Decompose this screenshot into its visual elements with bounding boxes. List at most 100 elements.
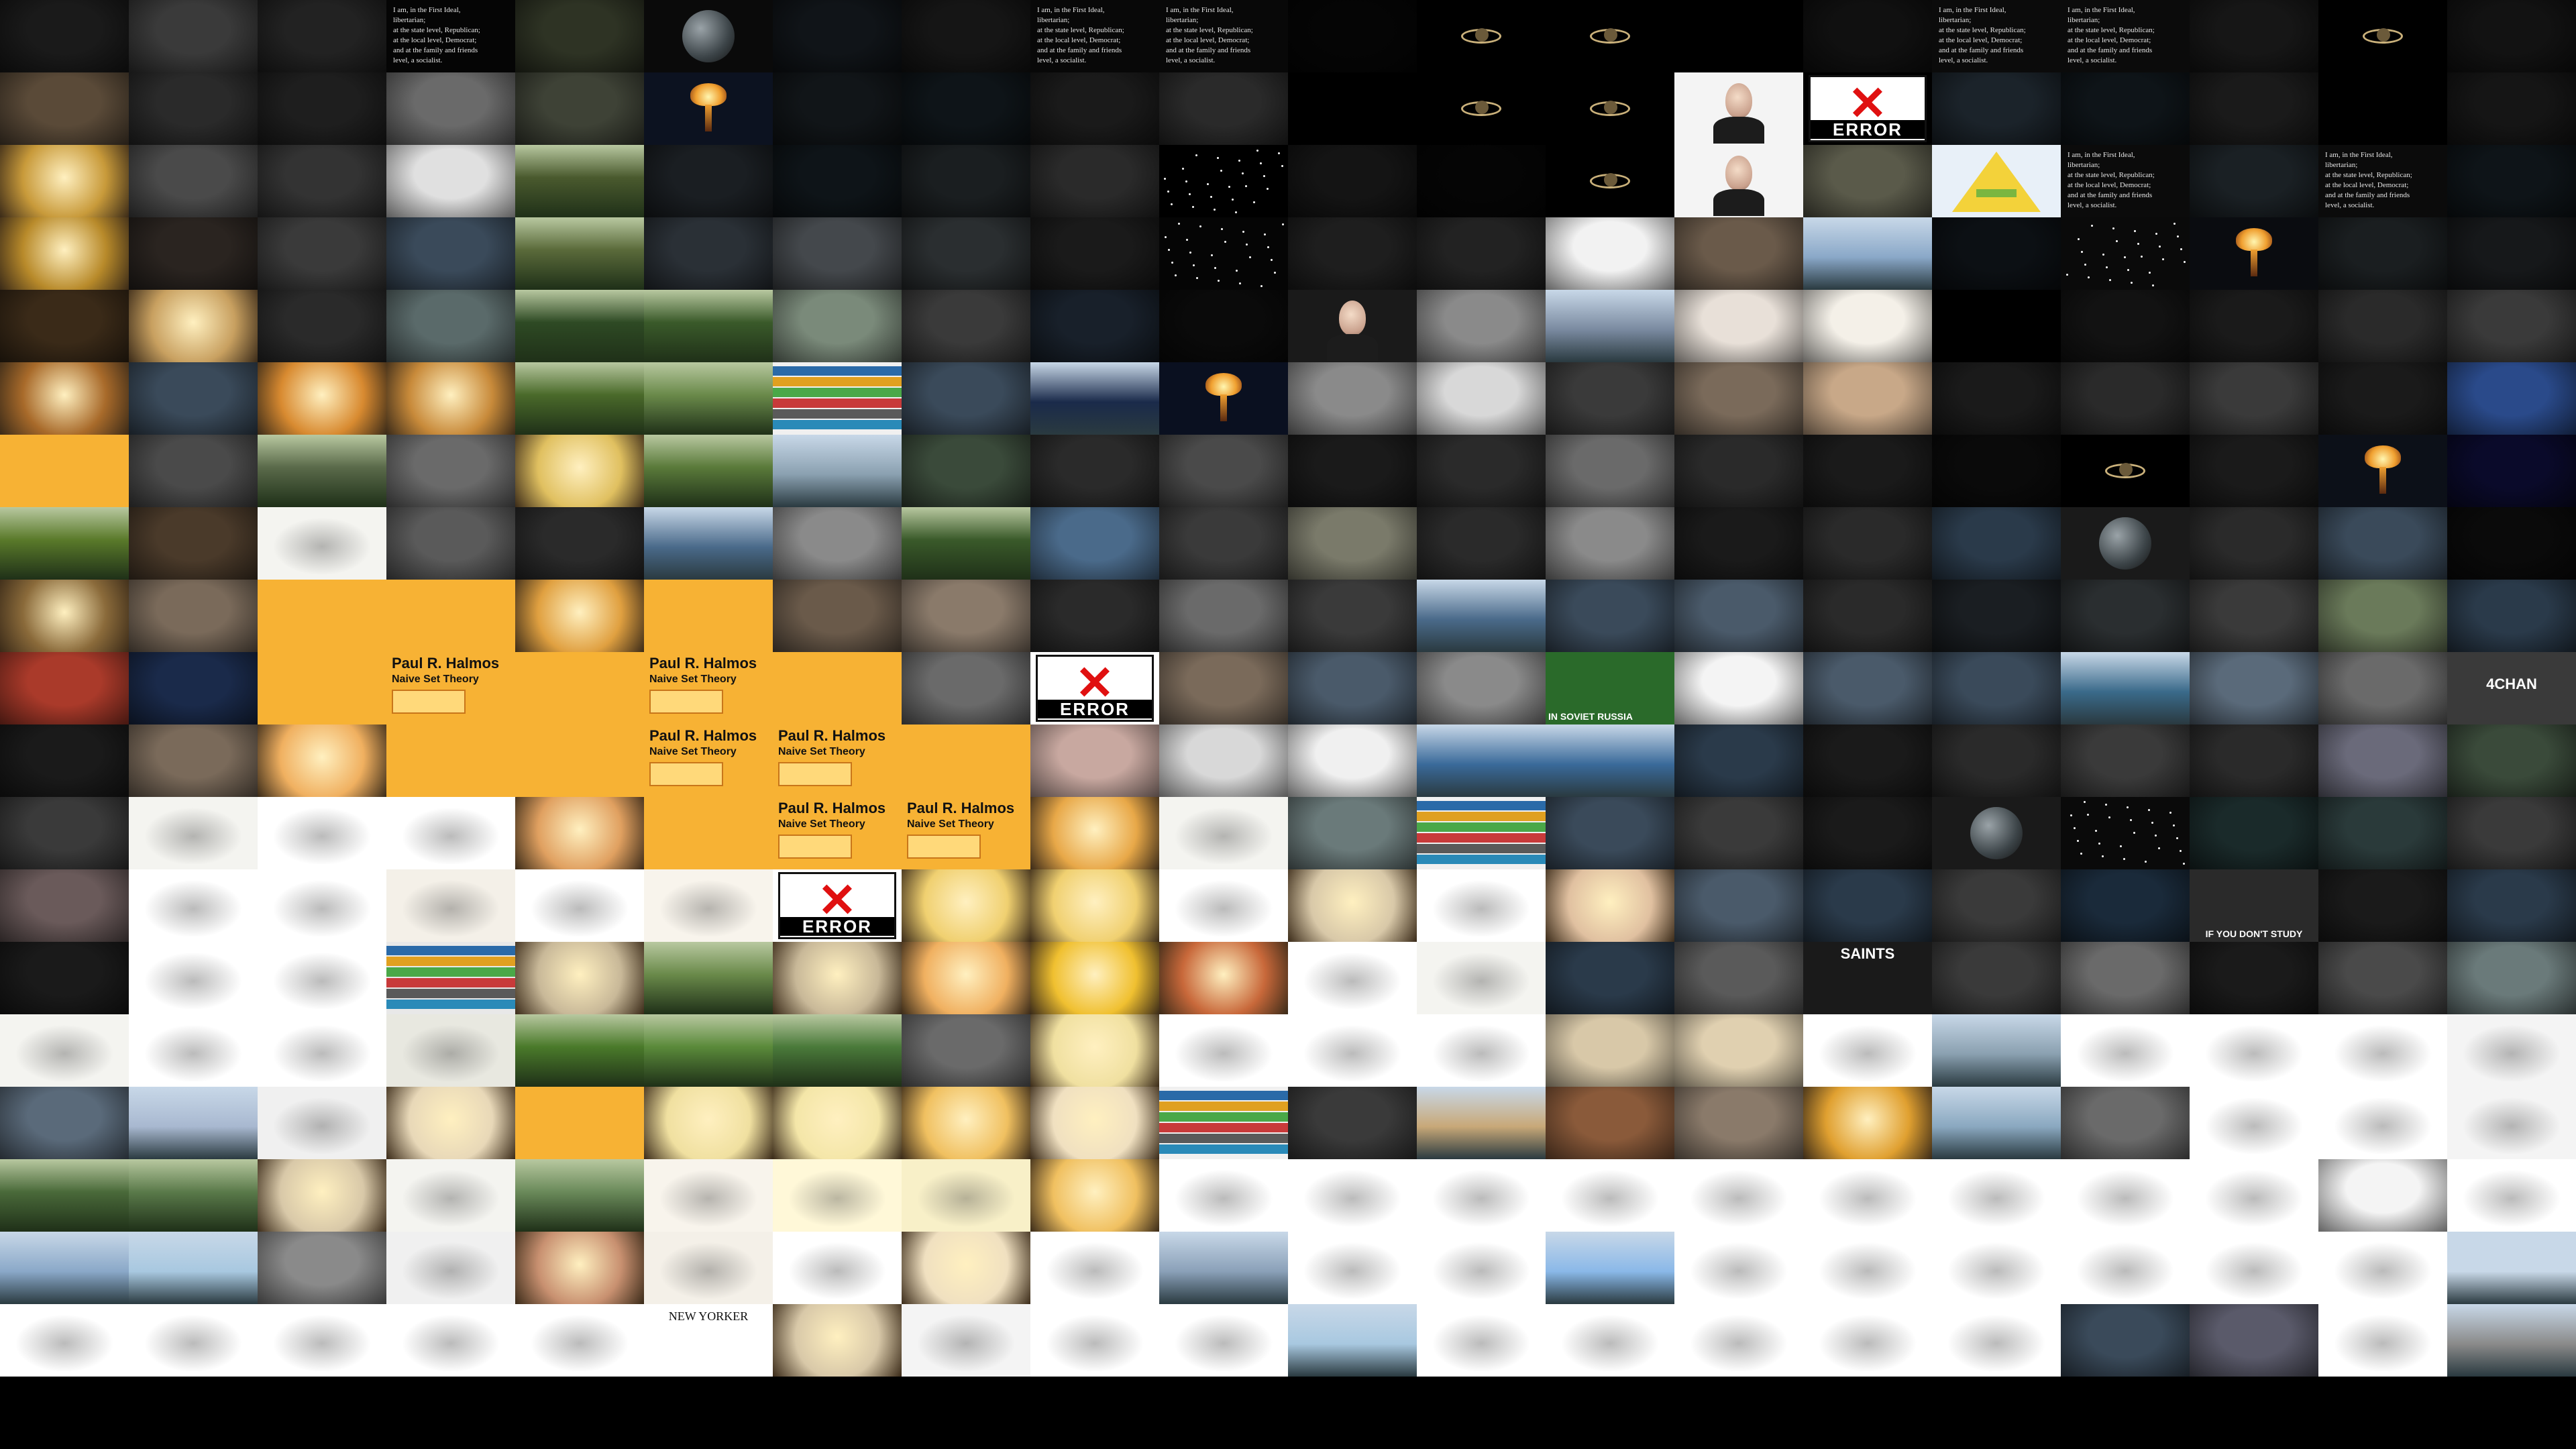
- star-dot: [2180, 248, 2182, 250]
- star-dot: [2180, 850, 2182, 852]
- photo-tile: [1288, 652, 1417, 724]
- error-x-icon: ✕: [1075, 657, 1115, 709]
- star-dot: [1260, 285, 1263, 287]
- saints-poster-tile: SAINTS: [1803, 942, 1932, 1014]
- landscape-tile: [1546, 290, 1674, 362]
- sketch-tile: [1159, 1304, 1288, 1377]
- saints-caption: SAINTS: [1840, 946, 1895, 962]
- photo-tile: [773, 290, 902, 362]
- ringed-planet-tile: [1546, 72, 1674, 145]
- ringed-planet-tile: [1417, 0, 1546, 72]
- star-dot: [2123, 858, 2125, 860]
- book-pattern-tile: [386, 724, 515, 797]
- forest-tile: [515, 217, 644, 290]
- book-author: Paul R. Halmos: [649, 727, 757, 744]
- forest-tile: [129, 1159, 258, 1232]
- painting-tile: [515, 435, 644, 507]
- soviet-caption-tile: IN SOVIET RUSSIA: [1546, 652, 1674, 724]
- photo-tile: [386, 217, 515, 290]
- painting-tile: [1030, 797, 1159, 869]
- sketch-tile: [2061, 1232, 2190, 1304]
- quote-text: I am, in the First Ideal, libertarian; a…: [1037, 6, 1124, 64]
- book-cover-band: [392, 690, 466, 714]
- sketch-tile: [1417, 1304, 1546, 1377]
- quote-text: I am, in the First Ideal, libertarian; a…: [393, 6, 480, 64]
- photo-tile: [1932, 942, 2061, 1014]
- star-dot: [1192, 206, 1194, 208]
- painting-tile: [515, 797, 644, 869]
- quote-tile: I am, in the First Ideal, libertarian; a…: [386, 0, 515, 72]
- book-pattern-tile: [0, 435, 129, 507]
- error-tile: ✕ ERROR: [773, 869, 902, 942]
- sketch-drawing: [1295, 1165, 1410, 1226]
- colour-strip: [386, 967, 515, 977]
- error-x-icon: ✕: [817, 874, 857, 926]
- colour-strip: [773, 409, 902, 419]
- planet-tile: [644, 0, 773, 72]
- photo-tile: [1674, 797, 1803, 869]
- sketch-drawing: [2196, 1237, 2312, 1299]
- star-dot: [2177, 235, 2179, 237]
- photo-tile: [2190, 0, 2318, 72]
- sketch-tile: [1159, 869, 1288, 942]
- sketch-tile: [1288, 1159, 1417, 1232]
- photo-tile: [1932, 580, 2061, 652]
- photo-tile: [129, 145, 258, 217]
- sketch-drawing: [2325, 1237, 2440, 1299]
- photo-tile: [1159, 724, 1288, 797]
- painting-tile: [515, 1232, 644, 1304]
- photo-tile: [1546, 435, 1674, 507]
- photo-tile: [2447, 580, 2576, 652]
- photo-tile: [1288, 507, 1417, 580]
- sketch-tile: [2061, 1014, 2190, 1087]
- mushroom-cloud-icon: [2236, 228, 2272, 276]
- sketch-tile: [129, 942, 258, 1014]
- sketch-tile: [129, 1304, 258, 1377]
- sketch-drawing: [393, 1020, 508, 1081]
- star-dot: [1211, 254, 1213, 256]
- sketch-drawing: [780, 1237, 895, 1299]
- photo-tile: [1803, 580, 1932, 652]
- photo-tile: [2447, 290, 2576, 362]
- sketch-drawing: [1166, 875, 1281, 936]
- sketch-drawing: [908, 1165, 1024, 1226]
- photo-tile: [2061, 362, 2190, 435]
- sketch-drawing: [2068, 1237, 2183, 1299]
- star-dot: [2098, 843, 2100, 845]
- landscape-tile: [2061, 652, 2190, 724]
- colour-strip: [773, 366, 902, 376]
- photo-tile: [902, 652, 1030, 724]
- book-title: Naive Set Theory: [778, 818, 865, 830]
- book-cover-band: [778, 762, 852, 786]
- sketch-tile: [1417, 1232, 1546, 1304]
- photo-tile: [129, 217, 258, 290]
- landscape-tile: [1030, 362, 1159, 435]
- sketch-tile: [1159, 1014, 1288, 1087]
- sketch-drawing: [136, 802, 251, 864]
- star-dot: [1189, 193, 1191, 195]
- photo-tile: [902, 72, 1030, 145]
- chan-caption-tile: 4CHAN: [2447, 652, 2576, 724]
- sketch-drawing: [2325, 1309, 2440, 1371]
- sketch-drawing: [651, 875, 766, 936]
- star-dot: [1260, 162, 1262, 164]
- sketch-drawing: [1037, 1309, 1152, 1371]
- landscape-tile: [1546, 724, 1674, 797]
- star-dot: [2116, 240, 2118, 242]
- sketch-tile: [1674, 1304, 1803, 1377]
- painting-tile: [773, 1304, 902, 1377]
- painting-tile: [1030, 1159, 1159, 1232]
- star-dot: [1175, 274, 1177, 276]
- sketch-tile: [1030, 1304, 1159, 1377]
- book-title: Naive Set Theory: [778, 746, 865, 757]
- sketch-drawing: [2196, 1020, 2312, 1081]
- star-dot: [1238, 160, 1240, 162]
- photo-tile: [2447, 797, 2576, 869]
- photo-tile: [2061, 869, 2190, 942]
- landscape-tile: [2447, 1232, 2576, 1304]
- star-dot: [2102, 254, 2104, 256]
- painting-tile: [515, 942, 644, 1014]
- painting-tile: [1803, 1087, 1932, 1159]
- photo-tile: [129, 72, 258, 145]
- colour-strip: [1159, 1134, 1288, 1143]
